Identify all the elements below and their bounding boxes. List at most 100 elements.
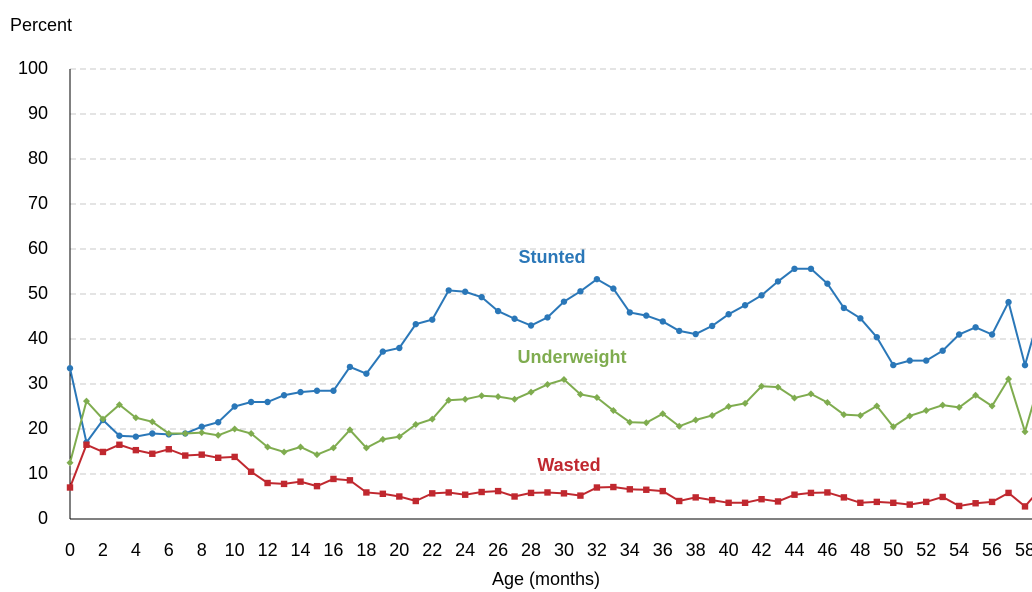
point <box>149 430 156 437</box>
point <box>461 395 469 403</box>
point <box>939 493 946 501</box>
x-tick-label: 50 <box>883 540 903 560</box>
point <box>676 327 683 335</box>
point <box>165 446 172 453</box>
point <box>461 288 469 295</box>
point <box>626 486 634 493</box>
point <box>280 392 288 399</box>
point <box>643 312 650 319</box>
point <box>972 324 979 331</box>
point <box>527 388 535 396</box>
point <box>511 315 518 322</box>
point <box>889 423 897 431</box>
point <box>856 412 864 419</box>
point <box>66 484 74 491</box>
point <box>890 361 897 369</box>
point <box>412 497 419 505</box>
point <box>791 265 798 272</box>
point <box>396 493 403 500</box>
point <box>214 454 222 461</box>
point <box>1005 298 1012 306</box>
point <box>676 497 683 505</box>
x-tick-label: 16 <box>323 540 343 560</box>
series-label: Underweight <box>517 347 626 367</box>
point <box>461 491 469 498</box>
y-tick-label: 10 <box>28 463 48 483</box>
point <box>659 410 667 418</box>
point <box>264 398 271 406</box>
y-tick-label: 30 <box>28 373 48 393</box>
x-tick-label: 20 <box>389 540 409 560</box>
point <box>560 376 568 383</box>
point <box>313 482 321 490</box>
point <box>330 475 337 483</box>
point <box>659 487 666 495</box>
point <box>774 383 782 391</box>
point <box>890 499 897 506</box>
point <box>165 430 173 437</box>
x-tick-label: 12 <box>258 540 278 560</box>
point <box>609 407 617 415</box>
point <box>544 489 551 496</box>
point <box>445 396 453 404</box>
point <box>988 402 996 410</box>
point <box>576 390 584 398</box>
point <box>330 387 337 394</box>
series-label: Stunted <box>519 247 586 267</box>
point <box>116 432 123 439</box>
x-tick-label: 52 <box>916 540 936 560</box>
point <box>264 479 271 487</box>
point <box>379 348 387 355</box>
point <box>214 419 222 426</box>
x-tick-label: 28 <box>521 540 541 560</box>
point <box>560 298 568 305</box>
point <box>116 441 123 448</box>
point <box>692 494 699 501</box>
point <box>577 492 584 499</box>
point <box>544 380 551 388</box>
point <box>297 388 304 396</box>
point <box>66 459 74 467</box>
point <box>988 498 996 506</box>
point <box>429 490 436 497</box>
point <box>840 411 848 419</box>
point <box>972 500 979 507</box>
point <box>906 501 913 508</box>
point <box>708 496 716 504</box>
point <box>280 480 288 488</box>
x-tick-label: 10 <box>225 540 245 560</box>
x-tick-label: 18 <box>356 540 376 560</box>
point <box>873 402 881 410</box>
point <box>626 418 634 426</box>
point <box>379 490 387 497</box>
y-tick-label: 0 <box>38 508 48 528</box>
point <box>231 403 238 410</box>
point <box>988 331 996 338</box>
x-tick-label: 0 <box>65 540 75 560</box>
point <box>791 491 798 498</box>
point <box>99 448 107 456</box>
point <box>395 433 403 441</box>
x-tick-label: 46 <box>817 540 837 560</box>
point <box>494 307 502 315</box>
point <box>247 398 255 406</box>
point <box>840 494 848 501</box>
point <box>807 265 815 272</box>
point <box>313 387 321 394</box>
series-line <box>69 267 1032 445</box>
point <box>906 357 913 364</box>
point <box>790 394 798 402</box>
point <box>412 320 419 328</box>
x-tick-label: 54 <box>949 540 969 560</box>
point <box>429 316 436 323</box>
point <box>955 403 963 411</box>
point <box>511 395 519 403</box>
point <box>824 280 831 287</box>
point <box>774 498 782 505</box>
point <box>939 401 947 409</box>
x-tick-label: 40 <box>719 540 739 560</box>
point <box>132 433 140 440</box>
point <box>231 425 239 433</box>
x-tick-label: 36 <box>653 540 673 560</box>
point <box>840 304 848 312</box>
